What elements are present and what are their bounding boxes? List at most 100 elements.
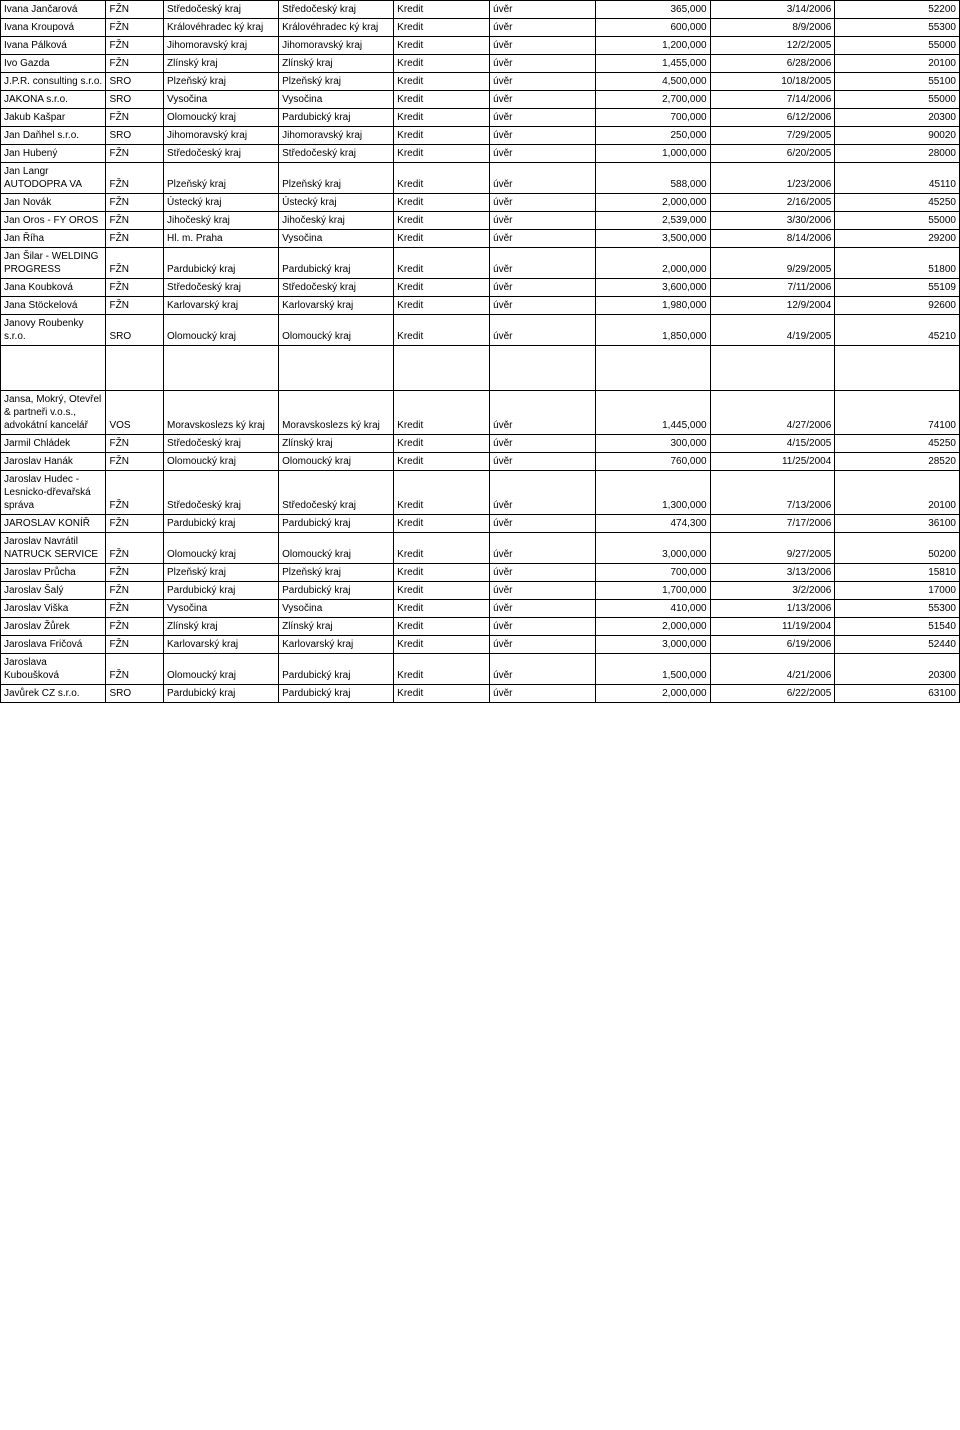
cell-date: 10/18/2005	[710, 73, 835, 91]
cell-region2: Jihomoravský kraj	[279, 127, 394, 145]
table-row: J.P.R. consulting s.r.o.SROPlzeňský kraj…	[1, 73, 960, 91]
cell-product: Kredit	[394, 582, 490, 600]
cell-region1: Hl. m. Praha	[164, 230, 279, 248]
table-row: Jaroslav PrůchaFŽNPlzeňský krajPlzeňský …	[1, 564, 960, 582]
cell-name: Jan Šilar - WELDING PROGRESS	[1, 248, 106, 279]
cell-region2: Olomoucký kraj	[279, 453, 394, 471]
cell-amount: 1,300,000	[595, 471, 710, 515]
table-row: Jaroslav Hudec - Lesnicko-dřevařská sprá…	[1, 471, 960, 515]
cell-type: SRO	[106, 73, 164, 91]
cell-date: 7/13/2006	[710, 471, 835, 515]
cell-region1: Středočeský kraj	[164, 1, 279, 19]
cell-region2: Pardubický kraj	[279, 654, 394, 685]
cell-region1: Jihomoravský kraj	[164, 127, 279, 145]
cell-amount: 2,000,000	[595, 194, 710, 212]
cell-product: Kredit	[394, 533, 490, 564]
cell-kind: úvěr	[490, 654, 595, 685]
cell-name: Jana Koubková	[1, 279, 106, 297]
cell-code: 51800	[835, 248, 960, 279]
cell-kind: úvěr	[490, 636, 595, 654]
cell-region1: Středočeský kraj	[164, 435, 279, 453]
table-row: Jaroslav ŠalýFŽNPardubický krajPardubick…	[1, 582, 960, 600]
cell-type: SRO	[106, 315, 164, 346]
cell-type: FŽN	[106, 230, 164, 248]
cell-kind: úvěr	[490, 73, 595, 91]
table-row: Jana KoubkováFŽNStředočeský krajStředoče…	[1, 279, 960, 297]
cell-name: Javůrek CZ s.r.o.	[1, 685, 106, 703]
cell-date: 9/27/2005	[710, 533, 835, 564]
table-row: Ivana JančarováFŽNStředočeský krajStředo…	[1, 1, 960, 19]
cell-kind: úvěr	[490, 533, 595, 564]
cell-type: FŽN	[106, 212, 164, 230]
cell-region2: Ústecký kraj	[279, 194, 394, 212]
cell-date: 6/12/2006	[710, 109, 835, 127]
cell-type: FŽN	[106, 471, 164, 515]
cell-product: Kredit	[394, 435, 490, 453]
cell-code: 55000	[835, 91, 960, 109]
cell-region2: Olomoucký kraj	[279, 533, 394, 564]
cell-region1: Královéhradec ký kraj	[164, 19, 279, 37]
cell-region1: Středočeský kraj	[164, 279, 279, 297]
cell-product: Kredit	[394, 1, 490, 19]
cell-region2: Středočeský kraj	[279, 145, 394, 163]
cell-amount: 2,000,000	[595, 618, 710, 636]
cell-region2: Zlínský kraj	[279, 618, 394, 636]
cell-name: Jaroslav Viška	[1, 600, 106, 618]
table-row: Ivana PálkováFŽNJihomoravský krajJihomor…	[1, 37, 960, 55]
cell-region1: Středočeský kraj	[164, 471, 279, 515]
cell-region2: Pardubický kraj	[279, 515, 394, 533]
cell-region2: Pardubický kraj	[279, 685, 394, 703]
data-table: Ivana JančarováFŽNStředočeský krajStředo…	[0, 0, 960, 703]
cell-type: FŽN	[106, 515, 164, 533]
cell-amount: 1,455,000	[595, 55, 710, 73]
cell-type: FŽN	[106, 297, 164, 315]
cell-code: 55300	[835, 19, 960, 37]
cell-name: Ivana Pálková	[1, 37, 106, 55]
cell-product: Kredit	[394, 564, 490, 582]
cell-product: Kredit	[394, 391, 490, 435]
cell-type: FŽN	[106, 109, 164, 127]
cell-code: 15810	[835, 564, 960, 582]
cell-date: 6/22/2005	[710, 685, 835, 703]
cell-code: 28000	[835, 145, 960, 163]
cell-product: Kredit	[394, 297, 490, 315]
cell-name: Jakub Kašpar	[1, 109, 106, 127]
cell-region2: Vysočina	[279, 230, 394, 248]
cell-amount: 2,539,000	[595, 212, 710, 230]
cell-date: 8/14/2006	[710, 230, 835, 248]
cell-region1: Pardubický kraj	[164, 248, 279, 279]
cell-region2: Vysočina	[279, 600, 394, 618]
cell-region1: Olomoucký kraj	[164, 109, 279, 127]
cell-kind: úvěr	[490, 37, 595, 55]
cell-name: Ivana Jančarová	[1, 1, 106, 19]
cell-code: 51540	[835, 618, 960, 636]
cell-region2: Vysočina	[279, 91, 394, 109]
cell-code: 92600	[835, 297, 960, 315]
cell-region2: Středočeský kraj	[279, 279, 394, 297]
cell-region2: Plzeňský kraj	[279, 564, 394, 582]
cell-region2: Pardubický kraj	[279, 248, 394, 279]
cell-date: 7/29/2005	[710, 127, 835, 145]
cell-region1: Karlovarský kraj	[164, 636, 279, 654]
table-row: Jansa, Mokrý, Otevřel & partneři v.o.s.,…	[1, 391, 960, 435]
cell-region2: Jihočeský kraj	[279, 212, 394, 230]
cell-amount: 700,000	[595, 109, 710, 127]
cell-type: FŽN	[106, 600, 164, 618]
cell-name: Jansa, Mokrý, Otevřel & partneři v.o.s.,…	[1, 391, 106, 435]
cell-region1: Olomoucký kraj	[164, 533, 279, 564]
cell-region2: Plzeňský kraj	[279, 163, 394, 194]
cell-type: FŽN	[106, 37, 164, 55]
cell-region2: Pardubický kraj	[279, 109, 394, 127]
cell-code: 20300	[835, 654, 960, 685]
cell-name: Jana Stöckelová	[1, 297, 106, 315]
cell-name: Jaroslava Fričová	[1, 636, 106, 654]
cell-date: 4/27/2006	[710, 391, 835, 435]
cell-product: Kredit	[394, 127, 490, 145]
cell-kind: úvěr	[490, 194, 595, 212]
cell-region2: Olomoucký kraj	[279, 315, 394, 346]
cell-amount: 2,000,000	[595, 685, 710, 703]
cell-type: FŽN	[106, 564, 164, 582]
cell-name: Jaroslava Kuboušková	[1, 654, 106, 685]
cell-type: FŽN	[106, 19, 164, 37]
cell-date: 8/9/2006	[710, 19, 835, 37]
